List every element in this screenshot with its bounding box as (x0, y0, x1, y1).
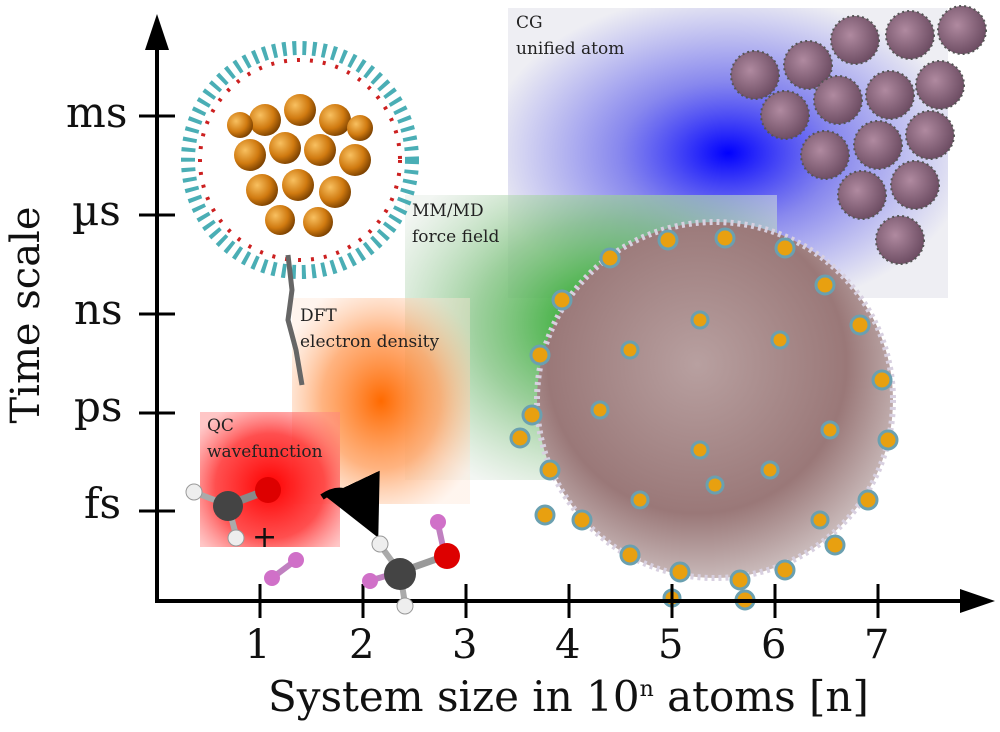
dft-label-line1: DFT (300, 306, 337, 326)
y-ticks (139, 114, 175, 513)
cg-region-label: CG unified atom (516, 10, 624, 62)
cg-label-line2: unified atom (516, 39, 625, 59)
mm-md-label-line1: MM/MD (412, 201, 484, 221)
hydrogen-molecule-icon (264, 552, 304, 586)
reaction-plus: + (252, 520, 278, 555)
y-tick-label-ns: ns (74, 285, 123, 334)
x-axis-title-text: System size in 10 (268, 672, 640, 721)
x-ticks (258, 584, 880, 618)
y-axis-title: Time scale (3, 195, 53, 435)
qc-label-line2: wavefunction (207, 442, 323, 462)
y-tick-label-us: µs (72, 186, 121, 235)
qc-label-line1: QC (207, 416, 234, 436)
cg-label-line1: CG (516, 13, 543, 33)
mm-md-region-label: MM/MD force field (412, 198, 499, 250)
x-tick-label-7: 7 (864, 622, 890, 668)
x-tick-label-5: 5 (658, 622, 684, 668)
x-axis-title-suffix: atoms [n] (653, 672, 869, 721)
y-axis (145, 14, 169, 601)
qc-region-label: QC wavefunction (207, 413, 323, 465)
x-axis-title-exponent: n (639, 677, 654, 702)
x-axis-title: System size in 10n atoms [n] (268, 672, 869, 721)
x-tick-label-1: 1 (245, 622, 271, 668)
product-molecule-icon (362, 514, 460, 615)
x-tick-label-4: 4 (555, 622, 581, 668)
reaction-arrow (320, 470, 380, 538)
y-tick-label-ms: ms (66, 88, 128, 137)
mm-md-label-line2: force field (412, 227, 500, 247)
y-tick-label-fs: fs (84, 479, 122, 528)
x-axis (155, 589, 995, 613)
x-tick-label-2: 2 (349, 622, 375, 668)
y-tick-label-ps: ps (74, 382, 123, 431)
molecule-icon (185, 477, 281, 547)
vesicle-with-nanoparticles-icon (509, 219, 899, 611)
y-axis-title-text: Time scale (3, 206, 49, 424)
gold-nanoparticle-icon (181, 41, 419, 386)
dft-region-label: DFT electron density (300, 303, 439, 355)
x-tick-label-6: 6 (761, 622, 787, 668)
dft-label-line2: electron density (300, 332, 440, 352)
x-tick-label-3: 3 (452, 622, 478, 668)
cg-particle-lattice-icon (730, 5, 987, 265)
